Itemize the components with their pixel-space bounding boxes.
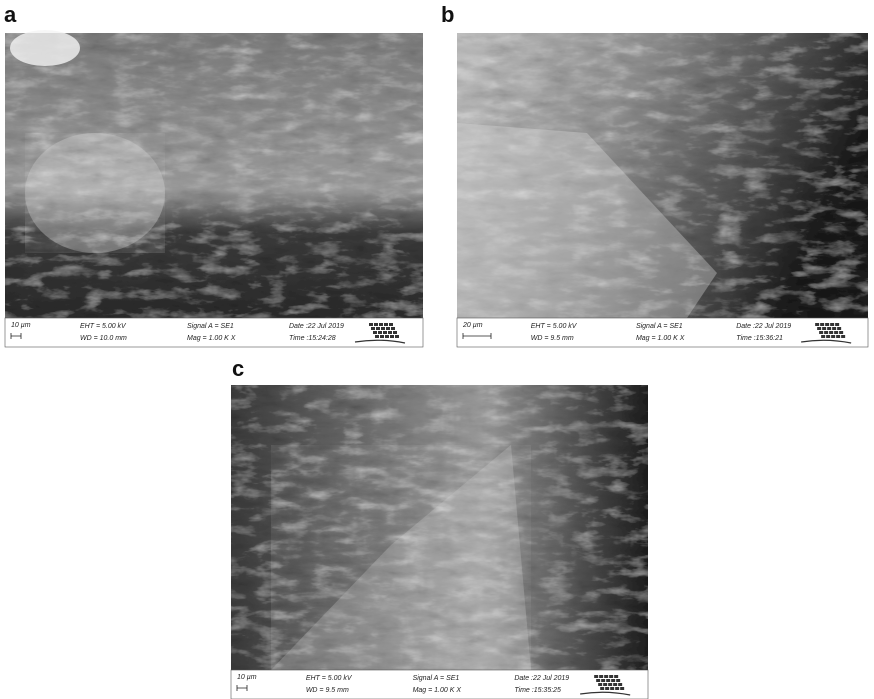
- logo-cell: [606, 679, 610, 682]
- logo-cell: [599, 675, 603, 678]
- logo-cell: [386, 327, 390, 330]
- panel-label: b: [441, 2, 454, 27]
- logo-cell: [388, 331, 392, 334]
- info-signal: Signal A = SE1: [636, 323, 683, 330]
- info-date: Date :22 Jul 2019: [736, 323, 791, 330]
- scale-bar-label: 20 µm: [462, 322, 483, 329]
- logo-cell: [829, 331, 833, 334]
- logo-cell: [610, 687, 614, 690]
- logo-cell: [603, 683, 607, 686]
- logo-cell: [815, 323, 819, 326]
- logo-cell: [615, 687, 619, 690]
- logo-cell: [384, 323, 388, 326]
- micrograph: [457, 33, 868, 318]
- logo-cell: [393, 331, 397, 334]
- bright-region: [10, 30, 80, 66]
- logo-cell: [381, 327, 385, 330]
- logo-cell: [605, 687, 609, 690]
- logo-cell: [389, 323, 393, 326]
- logo-cell: [836, 335, 840, 338]
- micrograph: [5, 30, 423, 318]
- logo-cell: [594, 675, 598, 678]
- logo-cell: [827, 327, 831, 330]
- logo-cell: [598, 683, 602, 686]
- logo-cell: [825, 323, 829, 326]
- info-time: Time :15:24:28: [289, 335, 336, 342]
- logo-cell: [616, 679, 620, 682]
- logo-cell: [611, 679, 615, 682]
- logo-cell: [614, 675, 618, 678]
- logo-cell: [379, 323, 383, 326]
- scale-bar-label: 10 µm: [237, 674, 257, 681]
- logo-cell: [378, 331, 382, 334]
- figure: a 10 µm EHT = 5.00 kV WD = 10.0 mm Signal A …: [0, 0, 874, 699]
- logo-cell: [824, 331, 828, 334]
- info-signal: Signal A = SE1: [187, 323, 234, 330]
- info-time: Time :15:35:25: [514, 687, 561, 694]
- logo-cell: [839, 331, 843, 334]
- logo-cell: [613, 683, 617, 686]
- logo-cell: [383, 331, 387, 334]
- logo-cell: [832, 327, 836, 330]
- logo-cell: [819, 331, 823, 334]
- logo-cell: [596, 679, 600, 682]
- logo-cell: [395, 335, 399, 338]
- logo-cell: [821, 335, 825, 338]
- info-date: Date :22 Jul 2019: [289, 323, 344, 330]
- panel-label: a: [4, 2, 17, 27]
- info-signal: Signal A = SE1: [413, 675, 460, 682]
- info-wd: WD = 9.5 mm: [306, 687, 349, 694]
- logo-cell: [835, 323, 839, 326]
- logo-cell: [830, 323, 834, 326]
- panel-label: c: [232, 356, 244, 381]
- logo-cell: [841, 335, 845, 338]
- info-wd: WD = 10.0 mm: [80, 335, 127, 342]
- scale-bar-label: 10 µm: [11, 322, 31, 329]
- logo-cell: [618, 683, 622, 686]
- logo-cell: [604, 675, 608, 678]
- bright-region: [25, 133, 165, 253]
- info-wd: WD = 9.5 mm: [531, 335, 574, 342]
- info-eht: EHT = 5.00 kV: [306, 675, 353, 682]
- logo-cell: [820, 323, 824, 326]
- logo-cell: [373, 331, 377, 334]
- info-eht: EHT = 5.00 kV: [531, 323, 578, 330]
- logo-cell: [369, 323, 373, 326]
- micrograph: [231, 385, 648, 670]
- logo-cell: [391, 327, 395, 330]
- logo-cell: [620, 687, 624, 690]
- logo-cell: [817, 327, 821, 330]
- logo-cell: [385, 335, 389, 338]
- logo-cell: [837, 327, 841, 330]
- logo-cell: [826, 335, 830, 338]
- info-mag: Mag = 1.00 K X: [187, 335, 236, 342]
- logo-cell: [390, 335, 394, 338]
- logo-cell: [374, 323, 378, 326]
- logo-cell: [834, 331, 838, 334]
- info-mag: Mag = 1.00 K X: [636, 335, 685, 342]
- logo-cell: [609, 675, 613, 678]
- info-date: Date :22 Jul 2019: [514, 675, 569, 682]
- logo-cell: [600, 687, 604, 690]
- logo-cell: [371, 327, 375, 330]
- logo-cell: [822, 327, 826, 330]
- logo-cell: [376, 327, 380, 330]
- logo-cell: [380, 335, 384, 338]
- info-eht: EHT = 5.00 kV: [80, 323, 127, 330]
- logo-cell: [608, 683, 612, 686]
- info-time: Time :15:36:21: [736, 335, 783, 342]
- logo-cell: [375, 335, 379, 338]
- logo-cell: [601, 679, 605, 682]
- logo-cell: [831, 335, 835, 338]
- info-mag: Mag = 1.00 K X: [413, 687, 462, 694]
